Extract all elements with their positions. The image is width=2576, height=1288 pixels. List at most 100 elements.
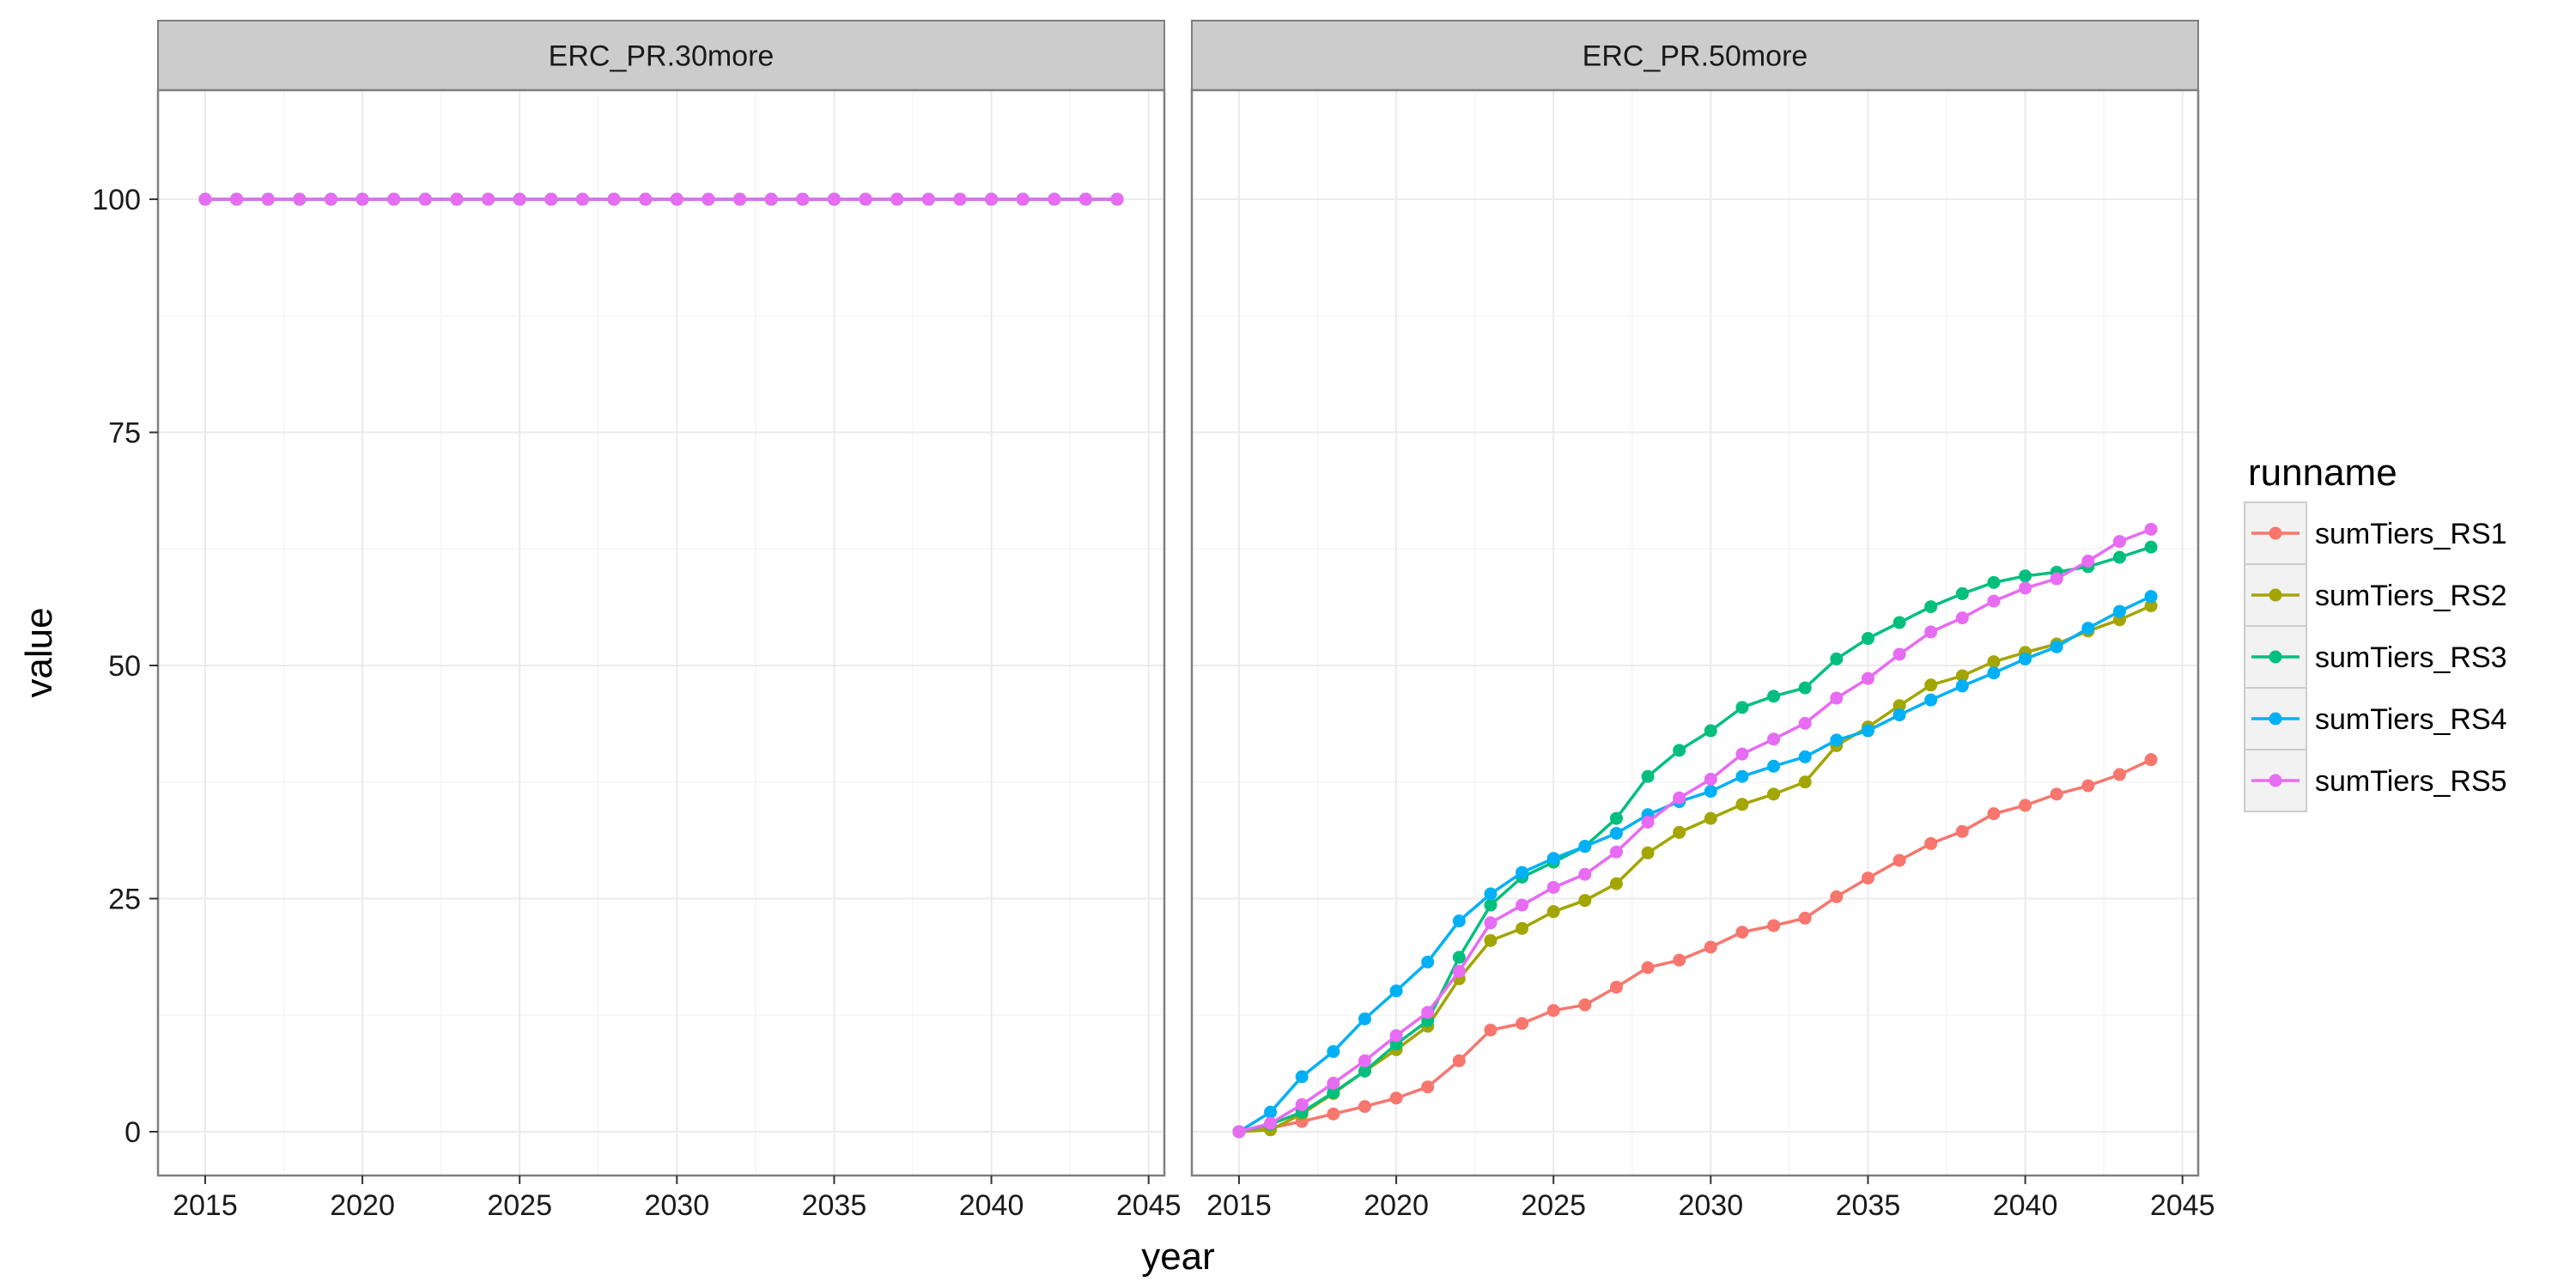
data-point <box>1673 825 1686 839</box>
y-tick-label: 100 <box>92 184 141 216</box>
data-point <box>607 192 621 206</box>
data-point <box>1016 192 1030 206</box>
data-point <box>1893 647 1906 661</box>
data-point <box>1673 791 1686 805</box>
y-axis-title: value <box>18 607 60 697</box>
legend-key-point <box>2269 526 2282 540</box>
data-point <box>2019 581 2032 595</box>
data-point <box>1987 575 2001 589</box>
data-point <box>1452 914 1466 928</box>
data-point <box>1735 926 1749 939</box>
data-point <box>1609 877 1623 890</box>
data-point <box>1987 594 2001 608</box>
y-axis: 0 25 50 75 100 <box>92 184 158 1149</box>
legend-item-sumTiers_RS5: sumTiers_RS5 <box>2244 749 2507 812</box>
data-point <box>1452 1054 1466 1067</box>
data-point <box>1110 192 1124 206</box>
data-point <box>1358 1100 1371 1114</box>
data-point <box>1452 964 1466 978</box>
data-point <box>1893 708 1906 722</box>
data-point <box>1641 815 1655 829</box>
legend-key-point <box>2269 774 2282 787</box>
series-layer <box>198 192 1124 206</box>
data-point <box>1798 750 1812 763</box>
data-point <box>1861 632 1874 646</box>
data-point <box>1546 1004 1560 1018</box>
data-point <box>1078 192 1092 206</box>
data-point <box>2112 535 2126 549</box>
data-point <box>1861 872 1874 885</box>
legend-title: runname <box>2248 452 2397 494</box>
data-point <box>1987 666 2001 680</box>
data-point <box>1358 1064 1371 1078</box>
data-point <box>796 192 810 206</box>
legend-label: sumTiers_RS2 <box>2315 580 2507 612</box>
data-point <box>1767 919 1781 933</box>
data-point <box>1767 690 1781 703</box>
data-point <box>1735 798 1749 811</box>
series-sumTiers_RS1 <box>1232 753 2158 1139</box>
x-axis-title: year <box>1141 1236 1215 1278</box>
data-point <box>1295 1097 1309 1111</box>
legend-item-sumTiers_RS3: sumTiers_RS3 <box>2244 625 2507 689</box>
data-point <box>1830 652 1844 665</box>
legend-item-sumTiers_RS1: sumTiers_RS1 <box>2244 501 2507 565</box>
data-point <box>2019 652 2032 665</box>
panel-background <box>1192 90 2198 1176</box>
data-point <box>1830 733 1844 747</box>
data-point <box>2050 572 2063 586</box>
legend-label: sumTiers_RS1 <box>2315 518 2507 550</box>
data-point <box>1546 880 1560 894</box>
data-point <box>2081 554 2095 568</box>
x-tick-label: 2030 <box>644 1189 709 1222</box>
data-point <box>639 192 653 206</box>
data-point <box>230 192 244 206</box>
data-point <box>1955 679 1969 693</box>
data-point <box>261 192 275 206</box>
legend-item-sumTiers_RS2: sumTiers_RS2 <box>2244 563 2507 627</box>
facet-strip <box>157 20 1165 91</box>
data-point <box>1516 898 1529 912</box>
data-point <box>702 192 715 206</box>
x-tick-label: 2025 <box>487 1189 552 1222</box>
data-point <box>1704 940 1717 954</box>
data-point <box>733 192 747 206</box>
data-point <box>2112 768 2126 781</box>
data-point <box>764 192 778 206</box>
x-axis: 2015 2020 2025 2030 2035 2040 2045 <box>1206 1176 2215 1222</box>
data-point <box>1578 867 1592 881</box>
data-point <box>2019 569 2032 583</box>
data-point <box>1767 759 1781 773</box>
data-point <box>293 192 307 206</box>
data-point <box>1609 981 1623 994</box>
x-axis: 2015 2020 2025 2030 2035 2040 2045 <box>173 1176 1182 1222</box>
data-point <box>1673 953 1686 967</box>
data-point <box>1578 840 1592 854</box>
data-point <box>1484 1024 1498 1037</box>
data-point <box>2050 787 2063 801</box>
data-point <box>1452 951 1466 964</box>
data-point <box>985 192 999 206</box>
legend: runname sumTiers_RS1 sumTiers_RS2 sumTiers… <box>2244 452 2507 812</box>
data-point <box>1641 961 1655 975</box>
panel-border <box>1190 88 2200 1177</box>
data-point <box>2019 799 2032 812</box>
x-tick-label: 2015 <box>173 1189 238 1222</box>
data-point <box>1798 911 1812 925</box>
data-point <box>1861 724 1874 738</box>
x-tick-label: 2015 <box>1206 1189 1272 1222</box>
data-point <box>1955 824 1969 838</box>
data-point <box>1048 192 1061 206</box>
data-point <box>1735 747 1749 761</box>
data-point <box>1955 611 1969 625</box>
series-layer <box>1232 522 2158 1139</box>
data-point <box>1232 1125 1246 1139</box>
data-point <box>1924 600 1938 614</box>
data-point <box>1516 866 1529 879</box>
legend-label: sumTiers_RS3 <box>2315 641 2507 674</box>
data-point <box>1516 921 1529 935</box>
data-point <box>1673 744 1686 757</box>
data-point <box>1578 894 1592 908</box>
data-point <box>1704 724 1717 738</box>
